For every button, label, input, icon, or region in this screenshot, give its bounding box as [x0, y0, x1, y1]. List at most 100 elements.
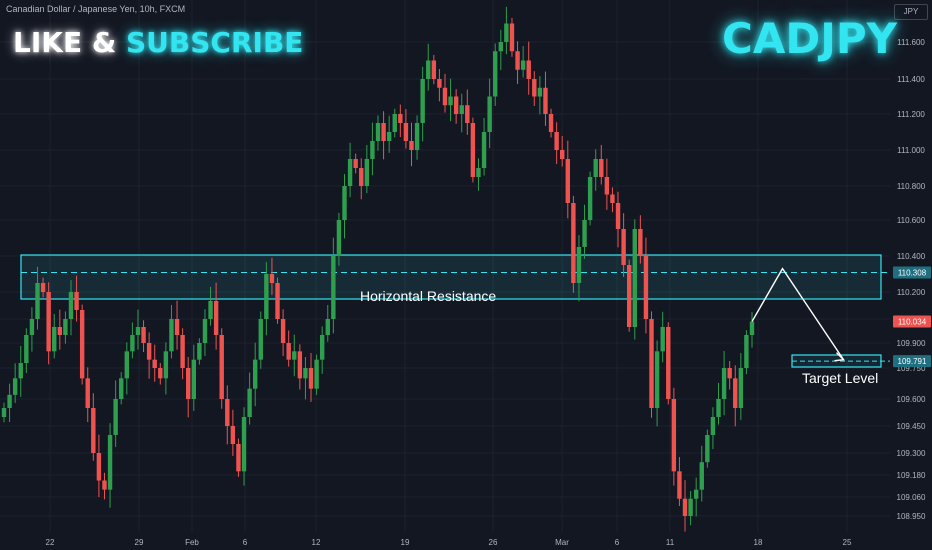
- candle-body: [24, 335, 29, 363]
- candle-body: [599, 159, 604, 177]
- candle-body: [1, 408, 7, 417]
- candle-body: [308, 368, 314, 389]
- candle-body: [493, 51, 498, 97]
- time-tick-label: 22: [46, 538, 55, 547]
- candle-body: [331, 256, 336, 319]
- price-tick-label: 110.200: [897, 288, 926, 297]
- candle-body: [727, 368, 732, 379]
- candle-body: [666, 327, 671, 399]
- candle-body: [554, 132, 559, 150]
- candle-body: [487, 96, 492, 132]
- time-tick-label: 6: [615, 538, 620, 547]
- candle-body: [208, 301, 213, 319]
- candle-body: [738, 368, 744, 408]
- amp-text: &: [91, 26, 117, 59]
- candle-body: [174, 319, 180, 335]
- candle-body: [543, 87, 548, 114]
- price-tick-label: 109.750: [897, 364, 926, 373]
- candle-body: [152, 359, 157, 368]
- candle-body: [682, 498, 688, 516]
- price-tick-label: 109.060: [897, 493, 926, 502]
- candle-body: [35, 283, 40, 319]
- current-price-badge: 110.034: [898, 318, 927, 327]
- candle-body: [230, 426, 236, 444]
- price-tick-label: 110.400: [897, 252, 926, 261]
- candle-body: [710, 417, 716, 435]
- currency-button[interactable]: JPY: [894, 4, 928, 20]
- candle-body: [286, 343, 291, 360]
- resistance-price-badge: 110.308: [898, 269, 927, 278]
- time-tick-label: 29: [135, 538, 144, 547]
- candle-body: [721, 368, 727, 399]
- candle-body: [481, 132, 487, 168]
- candle-body: [102, 480, 107, 490]
- candle-body: [225, 399, 230, 426]
- candle-body: [470, 123, 476, 177]
- price-tick-label: 109.600: [897, 395, 926, 404]
- candle-body: [576, 247, 582, 283]
- target-price-badge: 109.791: [898, 357, 927, 366]
- candle-body: [186, 368, 191, 399]
- candle-body: [79, 310, 85, 379]
- target-price-badge-bg: [893, 355, 931, 368]
- candle-body: [548, 114, 554, 132]
- candle-body: [453, 96, 459, 114]
- time-tick-label: 19: [401, 538, 410, 547]
- candle-body: [180, 335, 185, 368]
- candle-body: [314, 359, 319, 389]
- price-tick-label: 110.800: [897, 182, 926, 191]
- candle-body: [252, 359, 258, 389]
- candle-body: [381, 123, 386, 141]
- price-tick-label: 111.400: [897, 75, 925, 84]
- price-tick-label: 109.450: [897, 422, 926, 431]
- candle-body: [437, 79, 442, 88]
- candle-body: [325, 319, 330, 335]
- price-tick-label: 111.000: [897, 146, 925, 155]
- candle-body: [135, 327, 141, 335]
- candle-body: [532, 79, 537, 97]
- candle-body: [85, 378, 90, 408]
- candle-body: [420, 79, 425, 123]
- horizontal-resistance-label: Horizontal Resistance: [360, 288, 497, 304]
- arrow-head: [834, 352, 846, 362]
- ticker-title: CADJPY: [722, 14, 898, 63]
- candle-body: [386, 132, 392, 141]
- candle-body: [604, 177, 610, 195]
- candle-body: [398, 114, 403, 123]
- candle-body: [57, 327, 63, 335]
- price-axis[interactable]: 111.600 111.400 111.200 111.000 110.800 110.6…: [890, 0, 932, 550]
- candle-body: [68, 292, 74, 319]
- target-level-label: Target Level: [802, 370, 879, 386]
- candle-body: [716, 399, 721, 417]
- candle-body: [202, 319, 208, 343]
- candle-body: [688, 498, 693, 516]
- candles-layer: [1, 6, 755, 532]
- candle-body: [141, 327, 146, 343]
- candle-body: [638, 229, 643, 256]
- candle-body: [292, 351, 297, 360]
- candle-body: [626, 265, 632, 327]
- resistance-zone: [20, 254, 882, 300]
- candle-body: [699, 462, 704, 490]
- candle-body: [375, 123, 381, 141]
- candle-body: [7, 394, 12, 408]
- candle-body: [297, 351, 303, 379]
- candle-body: [392, 114, 397, 132]
- candle-body: [247, 388, 252, 417]
- like-subscribe-banner: LIKE & SUBSCRIBE: [13, 26, 303, 59]
- candle-body: [705, 435, 710, 463]
- candle-body: [426, 60, 431, 79]
- candle-body: [442, 87, 448, 106]
- candle-body: [571, 203, 576, 283]
- candle-body: [74, 292, 79, 310]
- candle-body: [12, 378, 18, 395]
- time-axis[interactable]: 22 29 Feb 6 12 19 26 Mar 6 11 18 25: [0, 532, 932, 550]
- candle-body: [448, 96, 453, 106]
- time-tick-label: Mar: [555, 538, 569, 547]
- candle-body: [213, 301, 219, 335]
- price-tick-label: 108.950: [897, 512, 926, 521]
- candle-body: [643, 256, 649, 319]
- candle-body: [671, 399, 677, 472]
- candle-body: [91, 408, 96, 453]
